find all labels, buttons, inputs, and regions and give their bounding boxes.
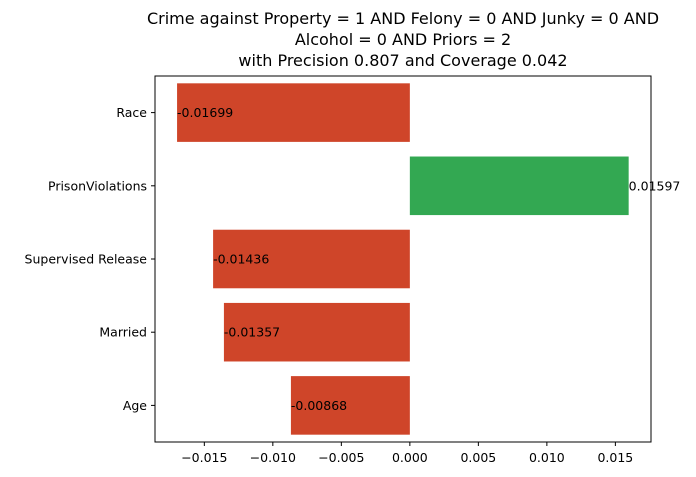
x-tick-label: −0.015 [181,450,227,465]
bars [177,83,629,435]
data-label: -0.00868 [291,398,347,413]
chart-title: Crime against Property = 1 AND Felony = … [147,9,659,70]
x-tick-label: 0.010 [529,450,565,465]
y-tick-label: Supervised Release [25,252,148,267]
data-labels: -0.01699 0.01597 -0.01436 -0.01357 -0.00868 [177,105,680,413]
x-tick-label: −0.005 [318,450,364,465]
data-label: 0.01597 [629,178,681,193]
chart-title-line: Alcohol = 0 AND Priors = 2 [295,30,511,49]
bar [223,302,410,362]
y-tick-label: Age [123,398,147,413]
y-axis: Race PrisonViolations Supervised Release Ma… [25,105,155,413]
bar [177,83,410,142]
x-tick-label: 0.015 [597,450,633,465]
bar [290,376,410,435]
y-tick-label: PrisonViolations [48,178,147,193]
data-label: -0.01699 [177,105,233,120]
x-tick-label: 0.000 [392,450,428,465]
chart-title-line: with Precision 0.807 and Coverage 0.042 [238,51,567,70]
data-label: -0.01357 [224,325,280,340]
data-label: -0.01436 [213,252,269,267]
x-tick-label: −0.010 [250,450,296,465]
bar [409,156,629,216]
bar [213,229,410,289]
x-axis: −0.015 −0.010 −0.005 0.000 0.005 0.010 0.015 [181,442,633,465]
y-tick-label: Race [116,105,147,120]
x-tick-label: 0.005 [460,450,496,465]
plot-frame [154,75,652,443]
y-tick-label: Married [99,325,147,340]
chart-title-line: Crime against Property = 1 AND Felony = … [147,9,659,28]
